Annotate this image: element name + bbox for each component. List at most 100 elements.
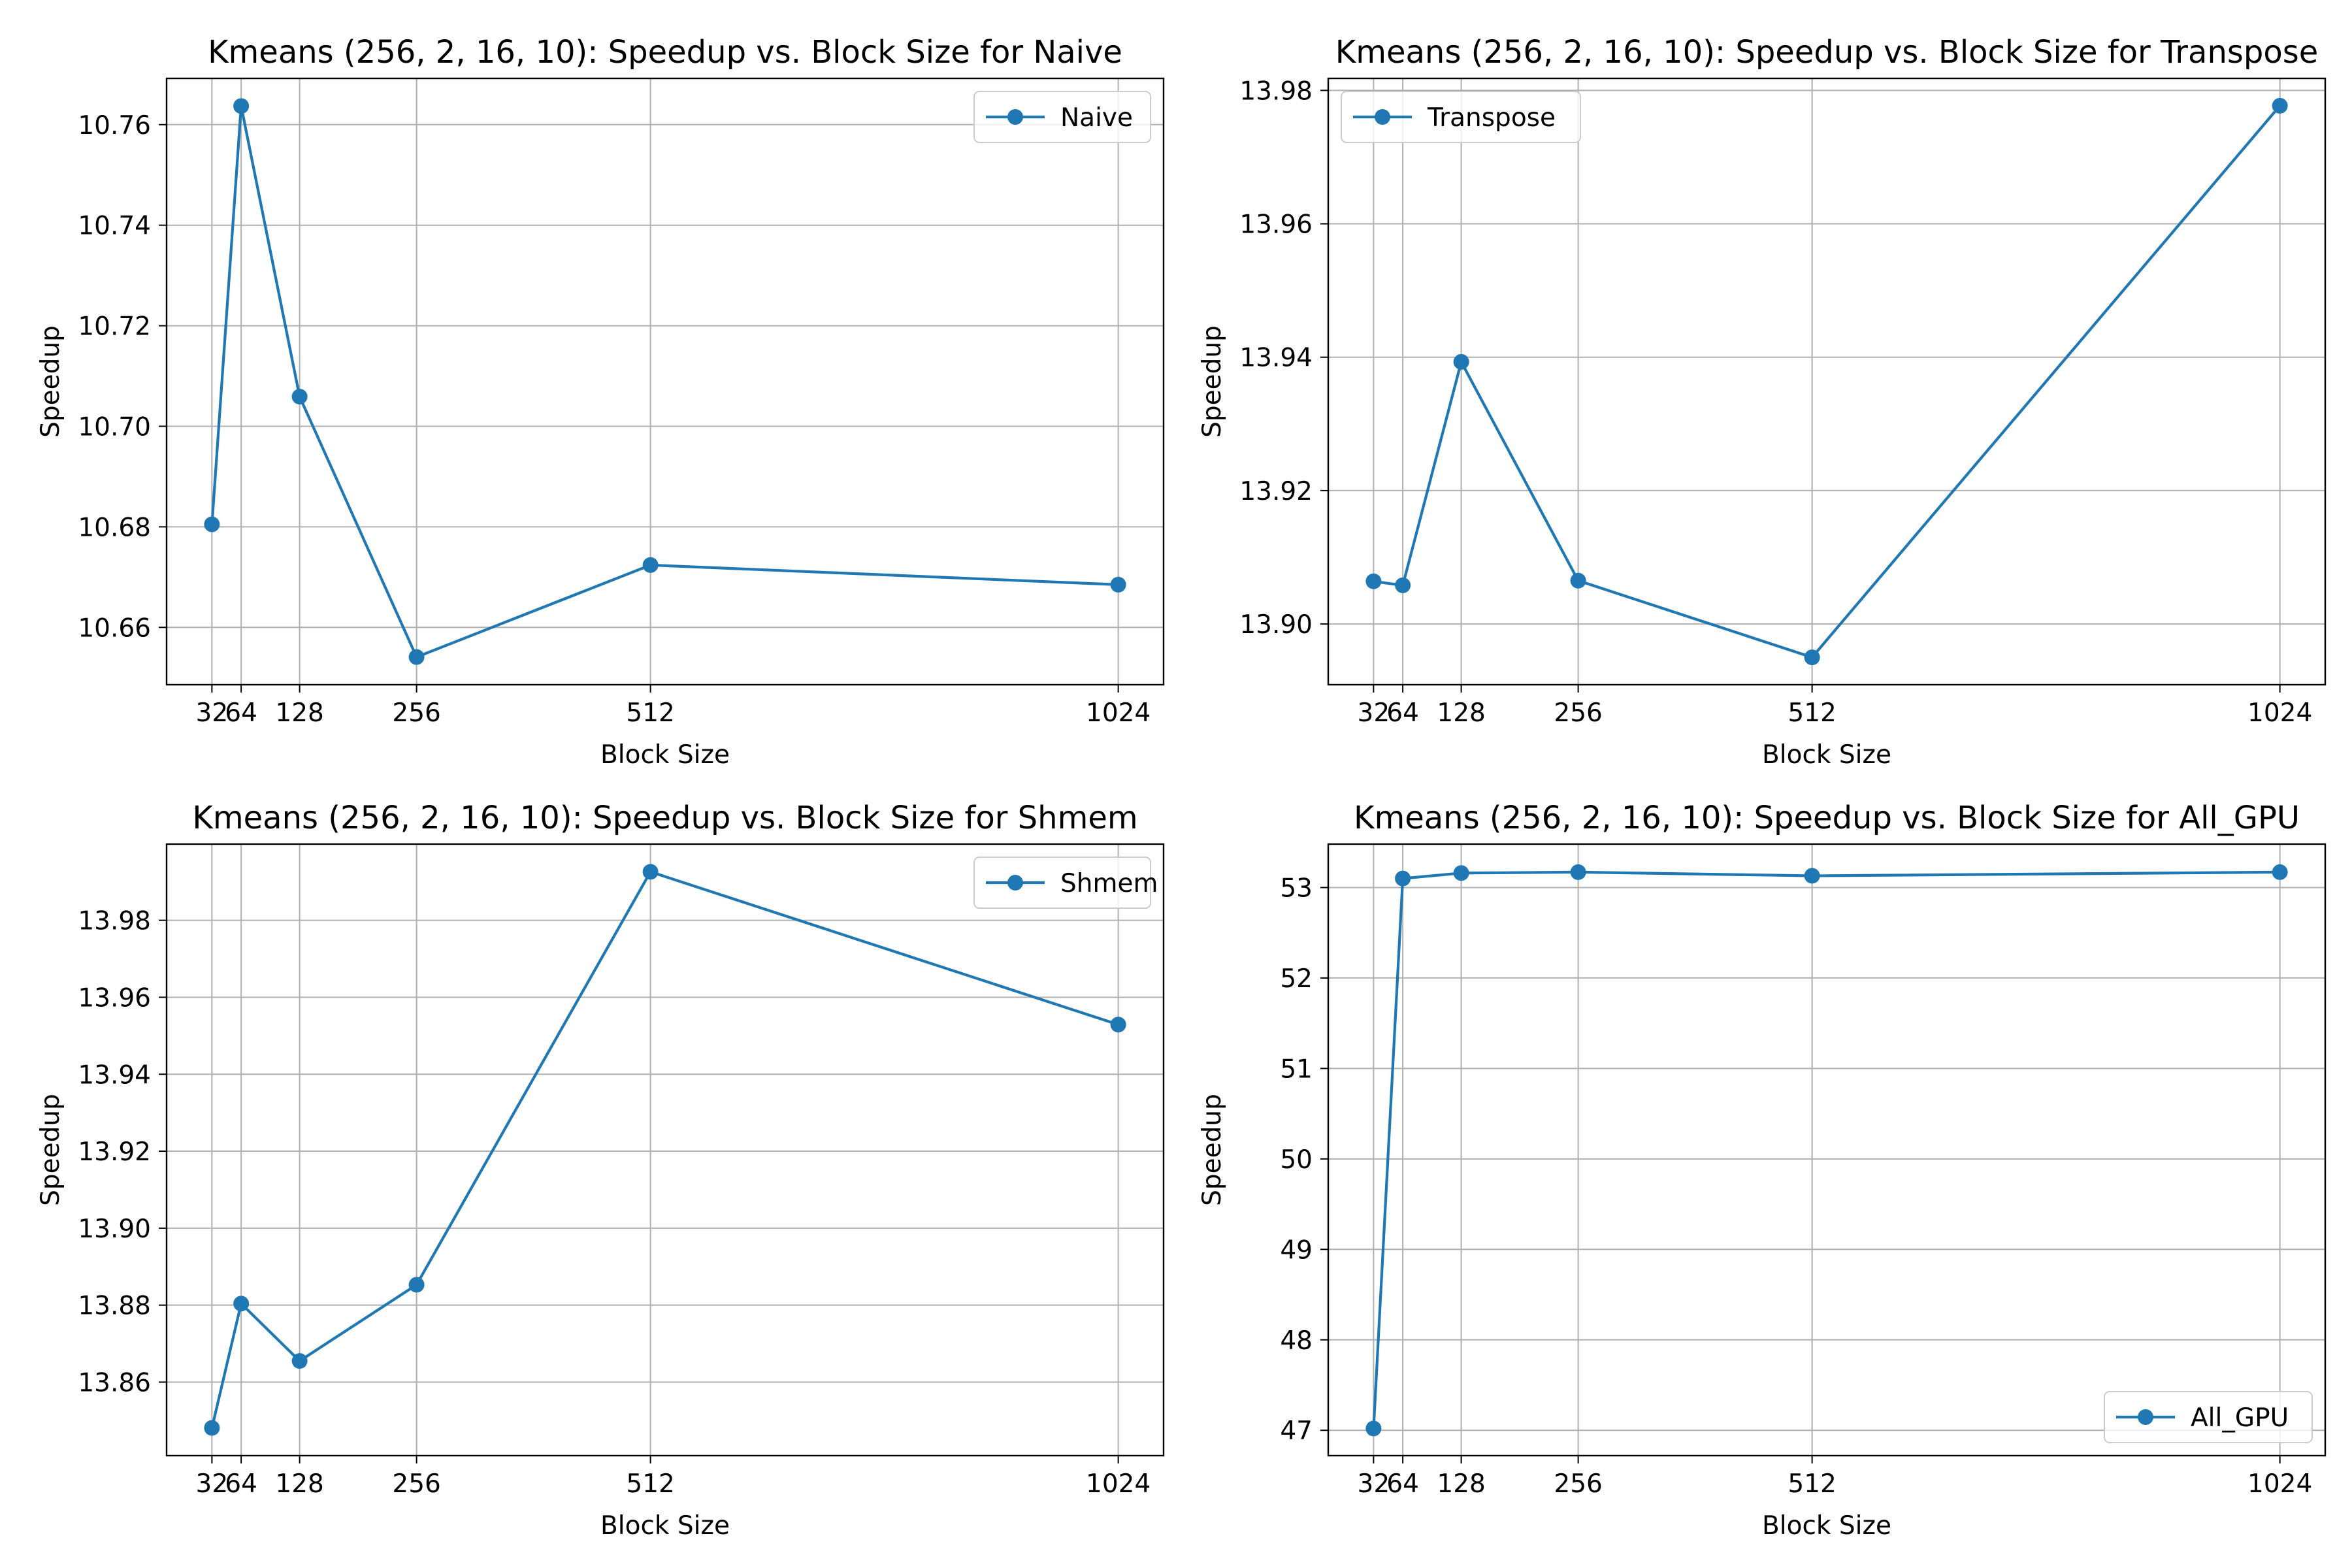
data-point	[408, 1277, 425, 1293]
x-tick-label: 512	[1788, 1469, 1836, 1499]
y-tick-label: 10.70	[78, 412, 151, 442]
legend: Naive	[973, 91, 1151, 143]
chart-title: Kmeans (256, 2, 16, 10): Speedup vs. Blo…	[1354, 800, 2300, 836]
legend-label: Naive	[1060, 103, 1133, 133]
y-tick-label: 10.72	[78, 312, 151, 342]
x-tick-label: 1024	[2247, 1469, 2312, 1499]
x-tick-label: 64	[225, 698, 257, 728]
data-point	[1365, 1420, 1382, 1437]
y-tick-label: 13.88	[78, 1292, 151, 1321]
y-axis-label: Speedup	[36, 325, 65, 438]
data-point	[1395, 577, 1411, 593]
legend-label: All_GPU	[2191, 1403, 2289, 1433]
y-tick-label: 10.66	[78, 613, 151, 643]
data-point	[2272, 864, 2288, 880]
y-tick-label: 10.76	[78, 111, 151, 140]
x-tick-label: 128	[275, 1469, 323, 1499]
x-axis-label: Block Size	[1762, 740, 1891, 770]
x-axis-label: Block Size	[1762, 1511, 1891, 1541]
data-point	[1570, 864, 1586, 880]
y-tick-label: 10.68	[78, 513, 151, 542]
x-tick-label: 256	[392, 1469, 440, 1499]
y-tick-label: 13.94	[78, 1060, 151, 1090]
y-tick-label: 51	[1280, 1054, 1313, 1084]
y-tick-label: 13.98	[1239, 76, 1313, 106]
legend-marker	[1375, 109, 1390, 125]
x-tick-label: 32	[1358, 1469, 1390, 1499]
x-tick-label: 32	[196, 1469, 229, 1499]
axes-frame	[1327, 77, 2327, 686]
legend-box	[1341, 91, 1581, 143]
legend: Shmem	[973, 857, 1158, 909]
data-point	[408, 649, 425, 665]
legend-box	[973, 857, 1151, 909]
y-tick-label: 50	[1280, 1145, 1313, 1175]
legend-marker	[1007, 875, 1023, 890]
y-tick-label: 13.98	[78, 907, 151, 936]
y-tick-label: 13.92	[78, 1137, 151, 1167]
chart-title: Kmeans (256, 2, 16, 10): Speedup vs. Blo…	[1335, 34, 2319, 71]
series-line	[210, 870, 1119, 1429]
data-point	[233, 1296, 250, 1312]
y-tick-label: 13.86	[78, 1368, 151, 1397]
data-point	[291, 1353, 308, 1369]
data-point	[1365, 573, 1382, 589]
data-point	[204, 1420, 220, 1436]
y-tick-label: 13.96	[1239, 210, 1313, 240]
x-tick-label: 64	[1386, 1469, 1419, 1499]
legend-box	[973, 91, 1151, 143]
legend-label: Transpose	[1427, 103, 1556, 133]
x-tick-label: 256	[392, 698, 440, 728]
x-tick-label: 128	[1437, 1469, 1485, 1499]
data-point	[1395, 870, 1411, 887]
x-tick-label: 64	[1386, 698, 1419, 728]
legend: Transpose	[1341, 91, 1581, 143]
axes-frame	[165, 843, 1165, 1457]
axes-frame	[1327, 843, 2327, 1457]
x-axis-label: Block Size	[600, 1511, 730, 1541]
x-tick-label: 1024	[1086, 698, 1151, 728]
y-tick-label: 13.94	[1239, 344, 1313, 373]
legend: All_GPU	[2104, 1391, 2313, 1443]
x-tick-label: 256	[1554, 698, 1602, 728]
y-tick-label: 13.92	[1239, 477, 1313, 506]
legend-label: Shmem	[1060, 869, 1158, 898]
data-point	[1453, 353, 1469, 370]
data-point	[1570, 572, 1586, 589]
axes-frame	[165, 77, 1165, 686]
data-point	[1453, 865, 1469, 881]
data-point	[204, 516, 220, 532]
legend-marker	[2138, 1409, 2153, 1425]
x-tick-label: 512	[1788, 698, 1836, 728]
x-tick-label: 256	[1554, 1469, 1602, 1499]
x-tick-label: 1024	[2247, 698, 2312, 728]
series-line	[1372, 870, 2280, 1429]
x-tick-label: 64	[225, 1469, 257, 1499]
y-tick-label: 49	[1280, 1235, 1313, 1265]
data-point	[1804, 868, 1820, 884]
data-point	[291, 389, 308, 405]
y-tick-label: 47	[1280, 1416, 1313, 1446]
y-tick-label: 13.90	[1239, 610, 1313, 640]
y-axis-label: Speedup	[1198, 325, 1227, 438]
y-tick-label: 13.90	[78, 1215, 151, 1244]
y-tick-label: 13.96	[78, 983, 151, 1013]
x-tick-label: 512	[626, 698, 674, 728]
data-point	[233, 98, 250, 114]
chart-title: Kmeans (256, 2, 16, 10): Speedup vs. Blo…	[192, 800, 1137, 836]
legend-box	[2104, 1391, 2313, 1443]
legend-marker	[1007, 109, 1023, 125]
y-tick-label: 52	[1280, 964, 1313, 994]
y-tick-label: 48	[1280, 1326, 1313, 1356]
data-point	[1804, 649, 1820, 666]
x-axis-label: Block Size	[600, 740, 730, 770]
series-line	[210, 105, 1119, 659]
x-tick-label: 32	[1358, 698, 1390, 728]
data-point	[1110, 576, 1126, 593]
